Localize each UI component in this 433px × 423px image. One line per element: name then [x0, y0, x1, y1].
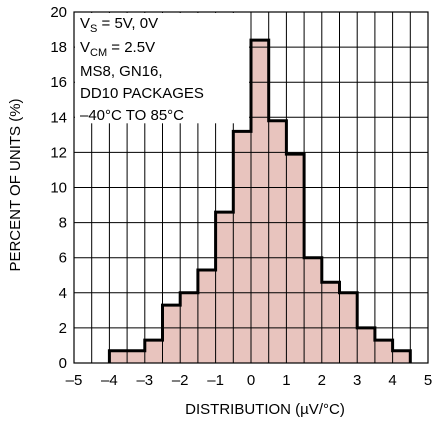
y-tick-label: 16 — [50, 74, 67, 91]
conditions-annotation: VS = 5V, 0V VCM = 2.5V MS8, GN16, DD10 P… — [80, 15, 204, 124]
annotation-line-5: –40°C TO 85°C — [80, 107, 184, 124]
y-tick-label: 12 — [50, 144, 67, 161]
x-tick-label: –4 — [101, 372, 118, 389]
y-tick-label: 2 — [59, 320, 67, 337]
plot-frame — [73, 11, 429, 364]
x-tick-label: 0 — [247, 372, 255, 389]
y-tick-label: 10 — [50, 180, 67, 197]
histogram-bar-10 — [286, 154, 305, 363]
y-tick-label: 18 — [50, 39, 67, 56]
histogram-bar-8 — [251, 40, 269, 363]
x-tick-label: 5 — [424, 372, 432, 389]
histogram-outline — [107, 38, 412, 363]
histogram-bar-12 — [321, 282, 340, 363]
histogram-bar-1 — [127, 350, 145, 363]
histogram-bar-3 — [162, 305, 181, 363]
x-tick-label: –2 — [172, 372, 189, 389]
x-tick-label: 2 — [318, 372, 326, 389]
y-tick-label: 8 — [59, 215, 67, 232]
x-tick-label: –3 — [136, 372, 153, 389]
x-tick-label: –1 — [207, 372, 224, 389]
histogram-bar-6 — [215, 212, 234, 363]
x-tick-label: 4 — [388, 372, 396, 389]
x-tick-labels: –5 –4 –3 –2 –1 0 1 2 3 4 5 — [66, 372, 433, 389]
y-tick-label: 4 — [59, 285, 67, 302]
x-tick-label: –5 — [66, 372, 83, 389]
histogram-bars — [109, 40, 411, 363]
y-tick-labels: 0 2 4 6 8 10 12 14 16 18 20 — [50, 4, 67, 372]
x-tick-label: 1 — [282, 372, 290, 389]
histogram-bar-16 — [392, 350, 411, 363]
y-tick-label: 14 — [50, 109, 67, 126]
histogram-bar-5 — [197, 269, 216, 363]
y-tick-label: 6 — [59, 250, 67, 267]
x-tick-label: 3 — [353, 372, 361, 389]
histogram-bar-7 — [233, 131, 251, 363]
histogram-bar-2 — [144, 340, 163, 363]
histogram-bar-11 — [304, 257, 322, 363]
histogram-bar-15 — [374, 340, 393, 363]
annotation-background — [75, 13, 249, 124]
annotation-line-2: VCM = 2.5V — [80, 39, 155, 59]
histogram-bar-14 — [357, 327, 375, 363]
annotation-line-4: DD10 PACKAGES — [80, 85, 204, 102]
annotation-line-3: MS8, GN16, — [80, 63, 163, 80]
y-tick-label: 0 — [59, 355, 67, 372]
y-axis-label: PERCENT OF UNITS (%) — [7, 98, 24, 271]
x-axis-label: DISTRIBUTION (µV/°C) — [185, 401, 345, 418]
annotation-line-1: VS = 5V, 0V — [80, 15, 158, 35]
y-tick-label: 20 — [50, 4, 67, 21]
histogram-bar-9 — [268, 120, 287, 363]
histogram-bar-0 — [109, 350, 128, 363]
